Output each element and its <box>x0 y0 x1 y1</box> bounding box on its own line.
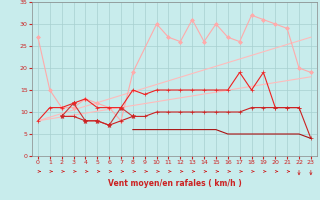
X-axis label: Vent moyen/en rafales ( km/h ): Vent moyen/en rafales ( km/h ) <box>108 179 241 188</box>
